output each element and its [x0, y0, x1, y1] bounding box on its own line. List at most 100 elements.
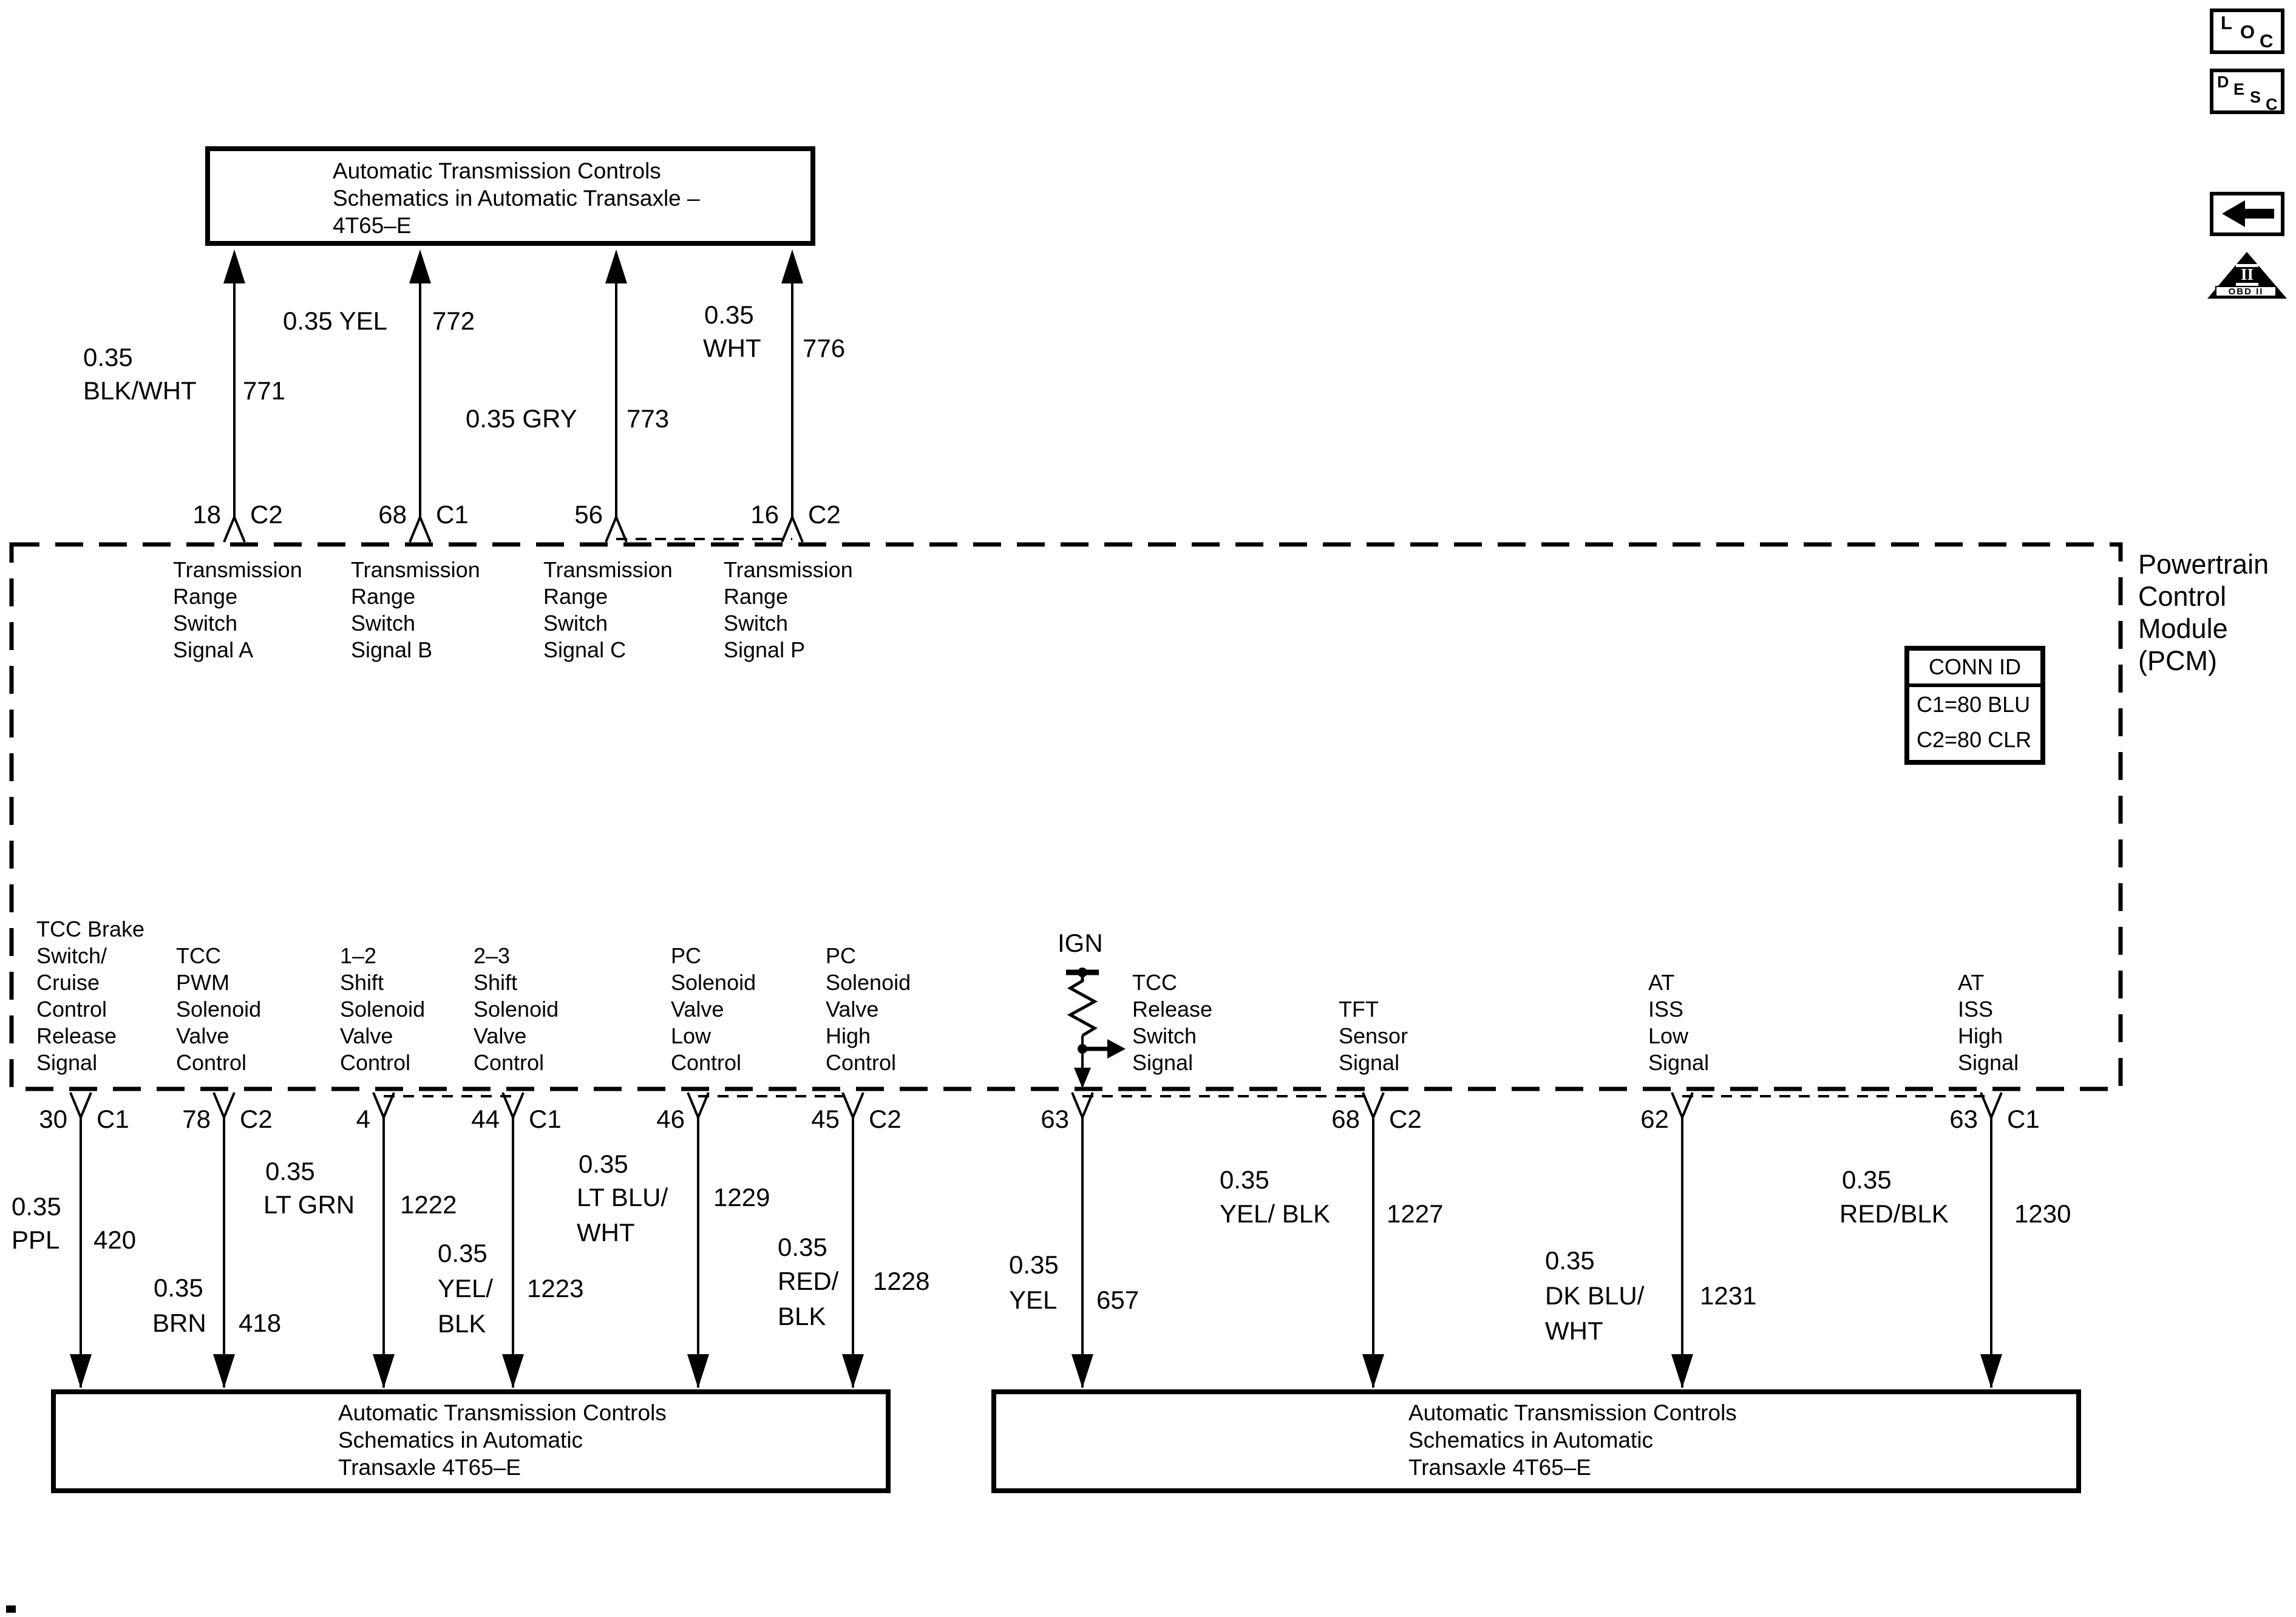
wire-label: RED/ — [778, 1267, 839, 1295]
wire-label: 1231 — [1700, 1281, 1757, 1310]
wire-label: RED/BLK — [1839, 1199, 1949, 1228]
connector-id: C2 — [1389, 1105, 1422, 1133]
wire-label: 0.35 — [83, 343, 133, 371]
wire-label: 0.35 — [579, 1150, 628, 1178]
arrowhead-right-icon — [1107, 1039, 1126, 1059]
pin-number: 30 — [39, 1105, 67, 1133]
arrowhead-down-icon — [213, 1354, 235, 1388]
wire-label: BLK — [778, 1302, 826, 1331]
wire-label: WHT — [577, 1218, 635, 1247]
signal-label: Low — [1648, 1023, 1689, 1048]
arrowhead-down-icon — [373, 1354, 395, 1388]
pin-number: 44 — [471, 1105, 500, 1133]
arrowhead-down-icon — [687, 1354, 709, 1388]
signal-label: PWM — [176, 970, 229, 995]
arrowhead-down-icon — [1074, 1068, 1091, 1088]
ref-text-line: 4T65–E — [333, 213, 412, 238]
obd2-pillar-icon: II — [2240, 265, 2254, 283]
pcm-name-line: Powertrain — [2138, 549, 2269, 580]
loc-letter: O — [2240, 21, 2255, 42]
signal-label: Control — [176, 1050, 247, 1075]
signal-label: Cruise — [36, 970, 100, 995]
conn-id-row: C1=80 BLU — [1917, 692, 2031, 717]
pin-number: 4 — [356, 1105, 370, 1133]
signal-label: AT — [1648, 970, 1675, 995]
wire-label: 418 — [239, 1309, 282, 1337]
page-artifact-dot — [6, 1605, 16, 1613]
desc-letter: D — [2217, 73, 2229, 91]
wire-label: YEL — [1009, 1286, 1058, 1314]
connector-id: C2 — [808, 500, 841, 529]
conn-id-table: CONN ID C1=80 BLU C2=80 CLR — [1904, 646, 2045, 765]
pin-number: 45 — [811, 1105, 840, 1133]
back-button[interactable] — [2210, 192, 2284, 236]
signal-label: Valve — [340, 1023, 393, 1048]
wire-label: 420 — [93, 1225, 137, 1254]
signal-label: Range — [351, 584, 416, 609]
wire-label: PPL — [12, 1225, 60, 1254]
signal-label: Signal C — [543, 637, 627, 662]
pin-number: 68 — [378, 500, 407, 529]
ref-text-line: Automatic Transmission Controls — [1408, 1400, 1737, 1425]
signal-label: TCC Brake — [36, 917, 145, 941]
wire-label: BLK/WHT — [83, 376, 197, 405]
wire-label: 0.35 — [704, 300, 754, 329]
wire-label: 0.35 — [12, 1192, 61, 1221]
signal-label: Transmission — [173, 557, 302, 582]
arrowhead-down-icon — [502, 1354, 524, 1388]
connector-id: C1 — [436, 500, 469, 529]
connector-id: C2 — [250, 500, 283, 529]
pin-number: 16 — [750, 500, 779, 529]
signal-label: 1–2 — [340, 943, 377, 968]
signal-label: TFT — [1339, 997, 1379, 1022]
obd2-badge[interactable]: II OBD II — [2207, 252, 2287, 299]
pcm-name-line: Control — [2138, 581, 2227, 612]
wire-label: 0.35 — [265, 1157, 315, 1185]
signal-label: Valve — [176, 1023, 229, 1048]
arrowhead-down-icon — [70, 1354, 92, 1388]
obd2-label: OBD II — [2215, 286, 2277, 297]
pin-caret-icon — [605, 514, 628, 543]
conn-id-header: CONN ID — [1909, 651, 2040, 687]
signal-label: PC — [826, 943, 857, 968]
obd2-pillar-bottom-bar — [2236, 283, 2258, 286]
wire-label: WHT — [1545, 1317, 1603, 1345]
pin-caret-icon — [212, 1092, 236, 1121]
pin-number: 62 — [1640, 1105, 1669, 1133]
wire-label: 0.35 — [1220, 1165, 1269, 1194]
pin-number: 63 — [1949, 1105, 1978, 1133]
left-arrow-icon — [2222, 200, 2274, 227]
ref-text-line: Automatic Transmission Controls — [333, 158, 661, 183]
wire-label: 0.35 — [438, 1239, 487, 1267]
pin-caret-icon — [1362, 1092, 1385, 1121]
schematic-ref-box-bottom-left: Automatic Transmission Controls Schemati… — [51, 1389, 891, 1493]
wire-label: BRN — [152, 1309, 206, 1337]
signal-label: Switch — [724, 611, 789, 636]
signal-label: Solenoid — [176, 997, 262, 1022]
pin-caret-icon — [69, 1092, 92, 1121]
desc-button[interactable]: D E S C — [2210, 69, 2284, 114]
ref-text-line: Schematics in Automatic Transaxle – — [333, 186, 700, 211]
wire-label: 1230 — [2014, 1199, 2071, 1228]
desc-letter: C — [2266, 95, 2278, 114]
pin-number: 56 — [574, 500, 603, 529]
wire-label: 657 — [1096, 1286, 1140, 1314]
connector-id: C1 — [2007, 1105, 2040, 1133]
conn-id-row: C2=80 CLR — [1917, 727, 2032, 752]
signal-label: Solenoid — [340, 997, 426, 1022]
wire-label: 771 — [243, 376, 286, 405]
arrowhead-up-icon — [223, 249, 245, 283]
signal-label: Shift — [474, 970, 518, 995]
signal-label: Switch/ — [36, 943, 107, 968]
ref-text-line: Schematics in Automatic — [1408, 1428, 1654, 1453]
loc-button[interactable]: L O C — [2210, 8, 2284, 54]
desc-letter: E — [2233, 80, 2245, 98]
wire-label: 1222 — [400, 1190, 457, 1219]
wire-label: 0.35 YEL — [283, 307, 388, 335]
signal-label: AT — [1958, 970, 1985, 995]
pin-caret-icon — [841, 1092, 864, 1121]
pin-caret-icon — [223, 514, 246, 543]
signal-label: Sensor — [1339, 1023, 1408, 1048]
pcm-name-line: (PCM) — [2138, 645, 2217, 676]
arrowhead-down-icon — [1072, 1354, 1093, 1388]
